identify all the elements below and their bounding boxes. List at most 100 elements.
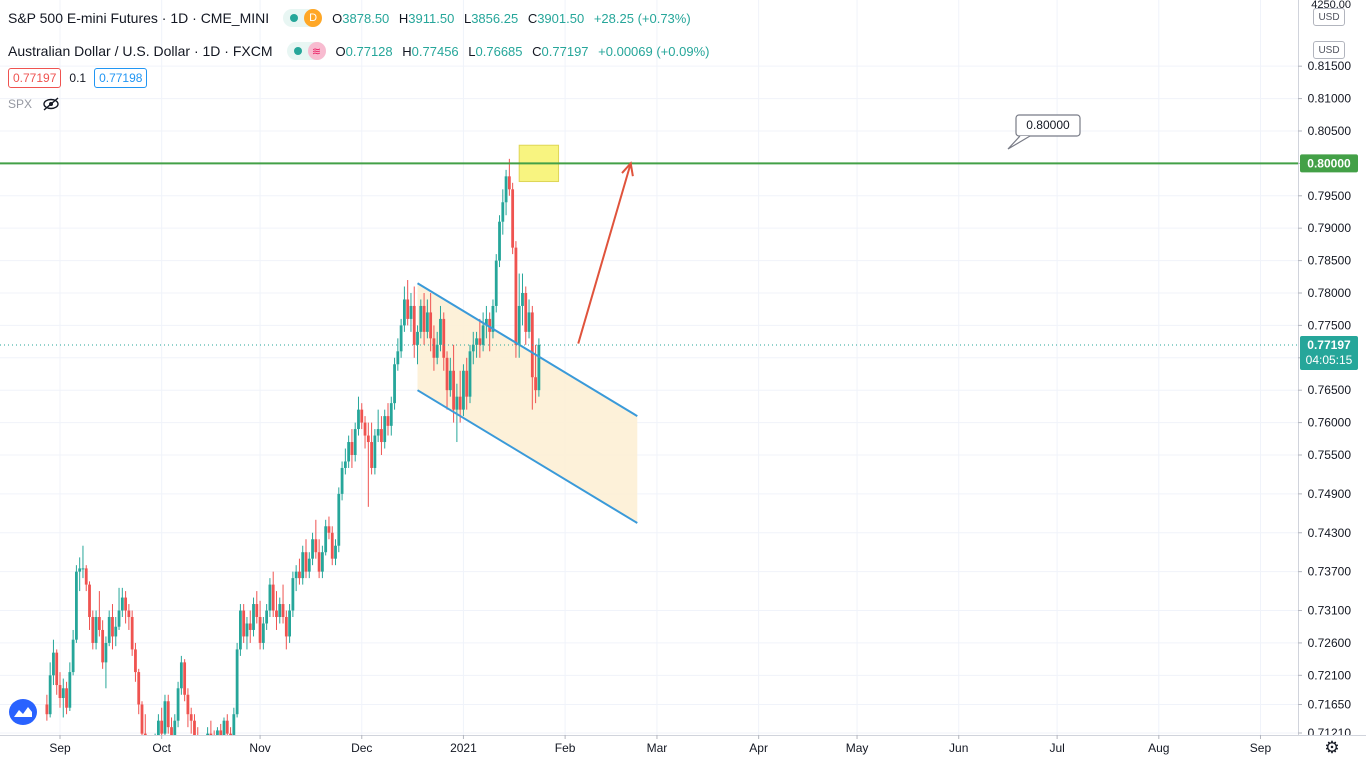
candle-down xyxy=(524,292,528,332)
candle-down xyxy=(429,312,433,339)
price-tick-label: 0.79000 xyxy=(1308,221,1352,235)
time-tick-label: Oct xyxy=(152,741,171,755)
candle-up xyxy=(75,571,78,640)
price-tick-label: 0.72600 xyxy=(1308,636,1352,650)
legend-audusd-pill[interactable]: ≋ xyxy=(286,42,326,60)
candle-down xyxy=(258,617,262,643)
candle-up xyxy=(176,688,180,721)
candle-down xyxy=(406,299,410,319)
candle-up xyxy=(439,318,442,345)
candle-up xyxy=(294,571,298,579)
candle-up xyxy=(268,584,272,611)
candle-down xyxy=(298,571,301,579)
candle-up xyxy=(173,720,177,741)
candle-up xyxy=(78,568,82,572)
candle-up xyxy=(301,552,305,579)
candle-down xyxy=(330,532,334,559)
countdown-label: 04:05:15 xyxy=(1306,353,1353,367)
candle-down xyxy=(97,617,101,630)
candle-up xyxy=(389,403,393,426)
candle-down xyxy=(363,422,367,436)
candle-up xyxy=(163,701,167,734)
time-tick-label: Feb xyxy=(555,741,576,755)
candle-up xyxy=(425,312,429,332)
projection-arrow-head xyxy=(621,161,634,177)
candle-up xyxy=(107,617,111,643)
candle-down xyxy=(88,584,91,618)
time-tick-label: Apr xyxy=(749,741,768,755)
price-tick-label: 0.77500 xyxy=(1308,318,1352,332)
candle-down xyxy=(189,714,193,721)
price-tick-label: 0.72100 xyxy=(1308,668,1352,682)
candle-down xyxy=(412,305,416,345)
candle-down xyxy=(101,629,105,663)
status-dot-icon xyxy=(293,47,302,55)
candle-down xyxy=(314,539,318,553)
candle-up xyxy=(498,221,501,261)
gear-icon[interactable]: ⚙ xyxy=(1324,738,1340,757)
price-tick-label: 0.80500 xyxy=(1308,124,1352,138)
candle-up xyxy=(239,610,242,650)
time-tick-label: May xyxy=(846,741,869,755)
candle-down xyxy=(511,189,515,248)
candle-down xyxy=(193,720,196,741)
time-axis: Sep Oct Nov Dec 2021 Feb Mar Apr May Jun Jul Aug Sep xyxy=(0,735,1366,768)
price-tick-label: 0.73100 xyxy=(1308,604,1352,618)
candle-down xyxy=(84,568,88,585)
candle-up xyxy=(157,720,160,741)
candle-down xyxy=(370,442,373,468)
audusd-open-label: O xyxy=(335,43,346,59)
candle-up xyxy=(252,604,255,630)
candle-up xyxy=(396,351,400,365)
legend-spx: S&P 500 E-mini Futures · 1D · CME_MINI D… xyxy=(8,9,697,27)
candle-up xyxy=(376,429,380,436)
sell-price-button[interactable]: 0.77197 xyxy=(8,68,62,88)
price-tick-label: 0.74900 xyxy=(1308,487,1352,501)
candle-up xyxy=(52,652,55,676)
candle-up xyxy=(475,338,478,345)
candle-up xyxy=(343,461,347,468)
legend-audusd: Australian Dollar / U.S. Dollar · 1D · F… xyxy=(8,42,715,60)
grid-lines xyxy=(0,0,1298,735)
candle-down xyxy=(186,694,190,715)
candle-up xyxy=(491,305,495,332)
candle-up xyxy=(416,331,419,345)
candle-down xyxy=(242,610,246,637)
eye-off-icon[interactable] xyxy=(42,97,60,111)
candle-up xyxy=(435,344,439,358)
candle-down xyxy=(534,377,537,391)
currency-label-audusd[interactable]: USD xyxy=(1313,41,1345,59)
price-tick-label: 0.81000 xyxy=(1308,92,1352,106)
buy-price-button[interactable]: 0.77198 xyxy=(94,68,148,88)
audusd-high-label: H xyxy=(402,43,412,59)
time-tick-label: Sep xyxy=(1250,741,1272,755)
callout-pointer xyxy=(1007,135,1031,150)
price-tick-label: 0.81500 xyxy=(1308,59,1352,73)
level-price-tag-label: 0.80000 xyxy=(1307,156,1351,170)
price-tick-label: 0.73700 xyxy=(1308,565,1352,579)
candle-up xyxy=(94,617,98,643)
candle-up xyxy=(383,416,387,443)
time-tick-label: Nov xyxy=(249,741,270,755)
candle-down xyxy=(458,396,462,410)
candle-down xyxy=(170,727,173,741)
currency-label-spx[interactable]: USD xyxy=(1313,8,1345,26)
candle-up xyxy=(471,344,475,352)
candle-down xyxy=(225,720,229,734)
overlay-symbol: SPX xyxy=(8,97,33,111)
candle-down xyxy=(45,704,49,715)
candles xyxy=(45,158,541,768)
time-tick-label: Aug xyxy=(1148,741,1169,755)
candle-down xyxy=(488,318,492,332)
candle-up xyxy=(455,396,459,410)
time-tick-label: Jul xyxy=(1049,741,1064,755)
audusd-close: 0.77197 xyxy=(541,43,589,59)
legend-spx-pill[interactable]: D xyxy=(283,9,323,27)
candle-up xyxy=(468,351,472,397)
price-tick-label: 0.76000 xyxy=(1308,416,1352,430)
tradingview-logo-icon[interactable] xyxy=(9,699,37,725)
candle-up xyxy=(68,672,72,708)
candle-down xyxy=(281,604,285,618)
candle-down xyxy=(124,597,127,611)
